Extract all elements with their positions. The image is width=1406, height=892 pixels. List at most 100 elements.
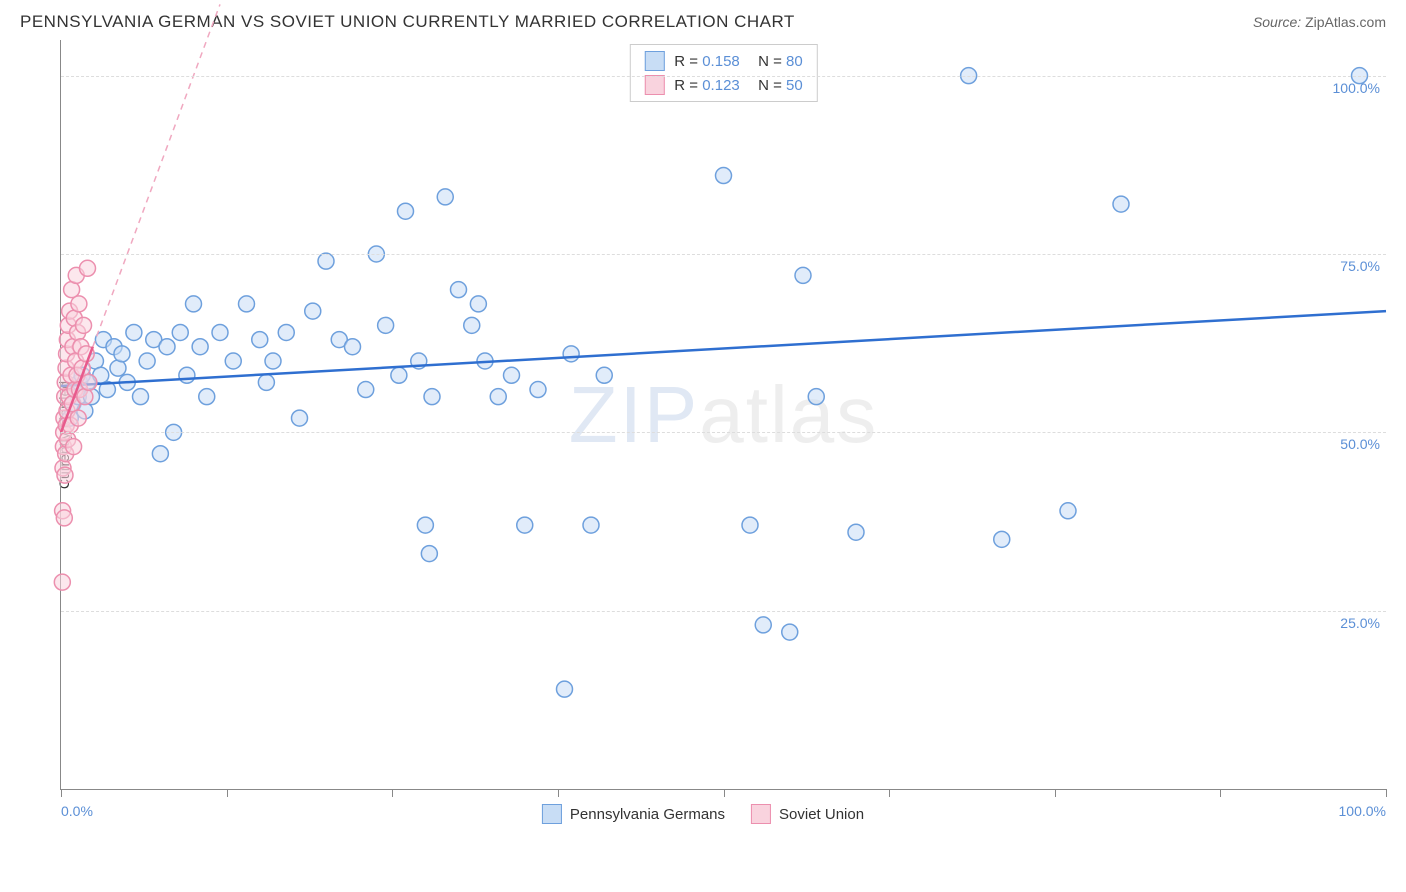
data-point — [172, 324, 188, 340]
data-point — [1060, 503, 1076, 519]
data-point — [278, 324, 294, 340]
x-tick-label: 0.0% — [61, 803, 93, 819]
data-point — [994, 531, 1010, 547]
chart-svg — [61, 40, 1386, 789]
legend-label: Soviet Union — [779, 806, 864, 823]
data-point — [225, 353, 241, 369]
plot-area: ZIPatlas R = 0.158 N = 80R = 0.123 N = 5… — [60, 40, 1386, 790]
data-point — [345, 339, 361, 355]
stats-legend: R = 0.158 N = 80 R = 0.123 N = 50 — [629, 44, 817, 102]
legend-label: Pennsylvania Germans — [570, 806, 725, 823]
r-label: R = 0.158 — [674, 53, 739, 70]
chart-title: PENNSYLVANIA GERMAN VS SOVIET UNION CURR… — [20, 12, 795, 32]
x-tick — [1386, 789, 1387, 797]
legend-item: Soviet Union — [751, 804, 864, 824]
source-attribution: Source: ZipAtlas.com — [1253, 14, 1386, 30]
data-point — [848, 524, 864, 540]
legend-swatch — [542, 804, 562, 824]
data-point — [782, 624, 798, 640]
data-point — [152, 446, 168, 462]
data-point — [71, 296, 87, 312]
data-point — [57, 467, 73, 483]
data-point — [66, 439, 82, 455]
x-tick — [61, 789, 62, 797]
data-point — [391, 367, 407, 383]
chart-container: Currently Married ZIPatlas R = 0.158 N =… — [20, 40, 1386, 830]
data-point — [77, 389, 93, 405]
y-tick-label: 50.0% — [1340, 436, 1380, 452]
data-point — [417, 517, 433, 533]
data-point — [110, 360, 126, 376]
data-point — [437, 189, 453, 205]
data-point — [318, 253, 334, 269]
legend-swatch — [644, 51, 664, 71]
data-point — [530, 382, 546, 398]
data-point — [358, 382, 374, 398]
data-point — [186, 296, 202, 312]
data-point — [563, 346, 579, 362]
data-point — [517, 517, 533, 533]
gridline — [61, 432, 1386, 433]
series-legend: Pennsylvania Germans Soviet Union — [542, 804, 864, 824]
data-point — [583, 517, 599, 533]
y-tick-label: 75.0% — [1340, 258, 1380, 274]
data-point — [490, 389, 506, 405]
data-point — [464, 317, 480, 333]
legend-swatch — [751, 804, 771, 824]
data-point — [159, 339, 175, 355]
data-point — [596, 367, 612, 383]
x-tick — [724, 789, 725, 797]
data-point — [470, 296, 486, 312]
data-point — [378, 317, 394, 333]
trend-line — [61, 311, 1386, 386]
data-point — [114, 346, 130, 362]
data-point — [504, 367, 520, 383]
data-point — [199, 389, 215, 405]
x-tick-label: 100.0% — [1339, 803, 1386, 819]
x-tick — [1220, 789, 1221, 797]
chart-header: PENNSYLVANIA GERMAN VS SOVIET UNION CURR… — [0, 0, 1406, 40]
data-point — [755, 617, 771, 633]
data-point — [808, 389, 824, 405]
data-point — [305, 303, 321, 319]
data-point — [265, 353, 281, 369]
data-point — [795, 267, 811, 283]
n-label: N = 80 — [750, 53, 803, 70]
data-point — [81, 374, 97, 390]
data-point — [239, 296, 255, 312]
data-point — [742, 517, 758, 533]
legend-item: Pennsylvania Germans — [542, 804, 725, 824]
stats-row: R = 0.158 N = 80 — [630, 49, 816, 73]
data-point — [76, 317, 92, 333]
x-tick — [392, 789, 393, 797]
data-point — [1113, 196, 1129, 212]
gridline — [61, 254, 1386, 255]
data-point — [56, 510, 72, 526]
x-tick — [1055, 789, 1056, 797]
data-point — [133, 389, 149, 405]
data-point — [179, 367, 195, 383]
data-point — [252, 332, 268, 348]
r-label: R = 0.123 — [674, 77, 739, 94]
data-point — [258, 374, 274, 390]
y-tick-label: 25.0% — [1340, 615, 1380, 631]
data-point — [292, 410, 308, 426]
data-point — [126, 324, 142, 340]
y-tick-label: 100.0% — [1333, 80, 1380, 96]
data-point — [80, 260, 96, 276]
x-tick — [558, 789, 559, 797]
legend-swatch — [644, 75, 664, 95]
data-point — [192, 339, 208, 355]
data-point — [557, 681, 573, 697]
data-point — [70, 410, 86, 426]
x-tick — [889, 789, 890, 797]
data-point — [398, 203, 414, 219]
data-point — [54, 574, 70, 590]
n-label: N = 50 — [750, 77, 803, 94]
gridline — [61, 611, 1386, 612]
data-point — [424, 389, 440, 405]
data-point — [212, 324, 228, 340]
data-point — [716, 168, 732, 184]
x-tick — [227, 789, 228, 797]
gridline — [61, 76, 1386, 77]
